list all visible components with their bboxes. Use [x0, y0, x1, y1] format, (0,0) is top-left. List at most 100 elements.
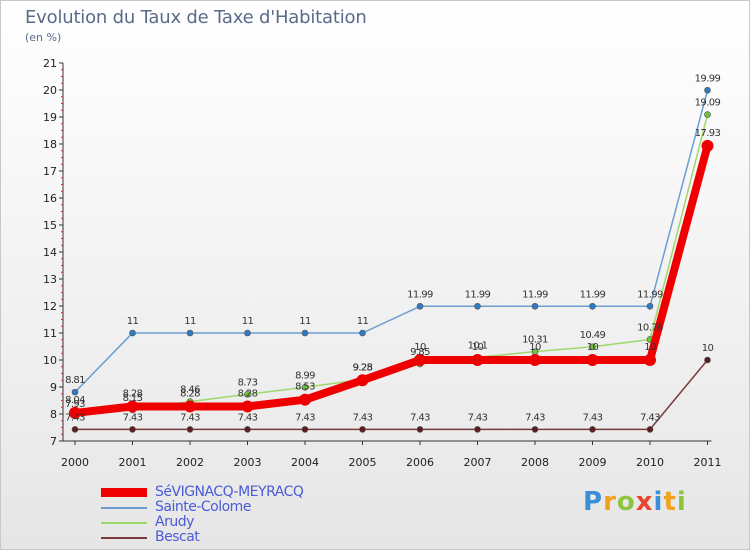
data-label: 7.43	[410, 412, 430, 423]
y-tick-label: 10	[43, 354, 57, 367]
data-point	[529, 354, 541, 366]
y-tick-label: 8	[50, 408, 57, 421]
legend-item-arudy: Arudy	[101, 515, 303, 530]
data-point	[589, 302, 596, 310]
x-tick-label: 2000	[61, 456, 89, 469]
data-label: 8.28	[180, 388, 200, 399]
data-label: 7.43	[295, 412, 315, 423]
legend: SéVIGNACQ-MEYRACQ Sainte-Colome Arudy Besca…	[101, 484, 304, 545]
legend-label: Sainte-Colome	[155, 499, 251, 515]
data-point	[69, 406, 81, 419]
proxiti-logo: Proxiti	[583, 487, 687, 517]
y-tick-label: 11	[43, 327, 57, 340]
data-point	[586, 354, 599, 366]
data-label: 8.73	[238, 377, 258, 388]
data-point	[704, 86, 711, 94]
y-tick-label: 7	[50, 435, 57, 448]
x-tick-label: 2003	[234, 456, 262, 469]
series-line-bescat	[74, 359, 709, 431]
data-label: 10.49	[580, 330, 606, 341]
legend-swatch	[101, 506, 147, 509]
data-point	[646, 426, 654, 433]
data-point	[241, 400, 254, 413]
series-sevignacq-meyracq	[69, 139, 714, 419]
y-tick-label: 18	[43, 138, 57, 151]
series-line-sainte-colome	[74, 89, 709, 393]
data-point	[359, 426, 366, 433]
data-label: 8.99	[295, 370, 315, 381]
data-label: 10	[587, 342, 599, 353]
legend-item-bescat: Bescat	[101, 530, 303, 545]
legend-item-sainte-colome: Sainte-Colome	[101, 500, 303, 515]
data-label: 10	[414, 342, 426, 353]
legend-item-sevignacq-meyracq: SéVIGNACQ-MEYRACQ	[101, 484, 304, 500]
data-point	[356, 374, 369, 387]
data-point	[126, 400, 139, 413]
data-label: 11.99	[522, 289, 548, 300]
legend-swatch	[101, 536, 147, 539]
data-label: 8.04	[65, 395, 85, 406]
data-point	[414, 354, 426, 366]
x-tick-label: 2001	[119, 456, 147, 469]
data-label: 10.1	[468, 340, 488, 351]
data-point	[589, 343, 596, 351]
data-label: 7.43	[468, 412, 488, 423]
data-label: 19.99	[695, 73, 721, 84]
data-label: 9.85	[410, 347, 430, 358]
chart-subtitle: (en %)	[25, 31, 62, 44]
data-point	[301, 329, 309, 337]
data-point	[416, 426, 424, 433]
data-label: 19.09	[695, 98, 721, 109]
legend-label: SéVIGNACQ-MEYRACQ	[155, 484, 304, 500]
x-tick-label: 2005	[349, 456, 377, 469]
y-tick-label: 13	[43, 273, 57, 286]
data-point	[299, 393, 311, 406]
data-label: 11.99	[407, 289, 433, 300]
legend-label: Arudy	[155, 514, 194, 530]
data-labels-layer: 8.81 11 11 11 11 11 11.99 11.99 11.99 11.99 11.99 1…	[65, 73, 721, 423]
data-point	[184, 400, 196, 413]
legend-swatch	[101, 488, 147, 497]
data-point	[704, 111, 711, 118]
y-tick-label: 20	[43, 84, 57, 97]
x-tick-label: 2011	[694, 456, 722, 469]
y-tick-label: 9	[50, 381, 57, 394]
logo-letter: i	[676, 487, 687, 517]
y-tick-label: 19	[43, 111, 57, 124]
x-tick-label: 2008	[521, 456, 549, 469]
data-label: 7.43	[123, 412, 143, 423]
data-label: 8.15	[123, 393, 143, 404]
data-label: 8.53	[295, 382, 315, 393]
data-label: 9.25	[353, 362, 373, 373]
data-point	[244, 390, 251, 398]
data-point	[704, 356, 711, 364]
x-tick-label: 2006	[406, 456, 434, 469]
data-label: 11.99	[580, 289, 606, 300]
logo-letter: t	[663, 487, 677, 517]
logo-letter: i	[653, 487, 664, 517]
data-label: 8.81	[65, 375, 85, 386]
axes: 7 8 9 10 11 12 13 14 15 16 17 18 19 20 21 2000 2001 2002 2…	[43, 57, 722, 469]
data-label: 10	[529, 342, 541, 353]
y-tick-label: 17	[43, 165, 57, 178]
data-point	[71, 388, 79, 396]
data-label: 7.93	[65, 399, 85, 410]
data-point	[301, 426, 309, 433]
data-label: 11	[242, 316, 254, 327]
data-label: 10.31	[522, 335, 548, 346]
data-label: 17.93	[695, 128, 721, 139]
data-label: 11	[127, 316, 139, 327]
data-point	[244, 329, 251, 337]
data-point	[186, 329, 194, 337]
y-tick-label: 15	[43, 219, 57, 232]
data-label: 9.28	[353, 362, 373, 373]
data-label: 7.43	[65, 412, 85, 423]
legend-swatch	[101, 521, 147, 524]
data-point	[471, 354, 484, 366]
data-point	[359, 329, 366, 337]
x-tick-label: 2004	[291, 456, 319, 469]
x-tick-label: 2010	[636, 456, 664, 469]
data-point	[474, 302, 481, 310]
